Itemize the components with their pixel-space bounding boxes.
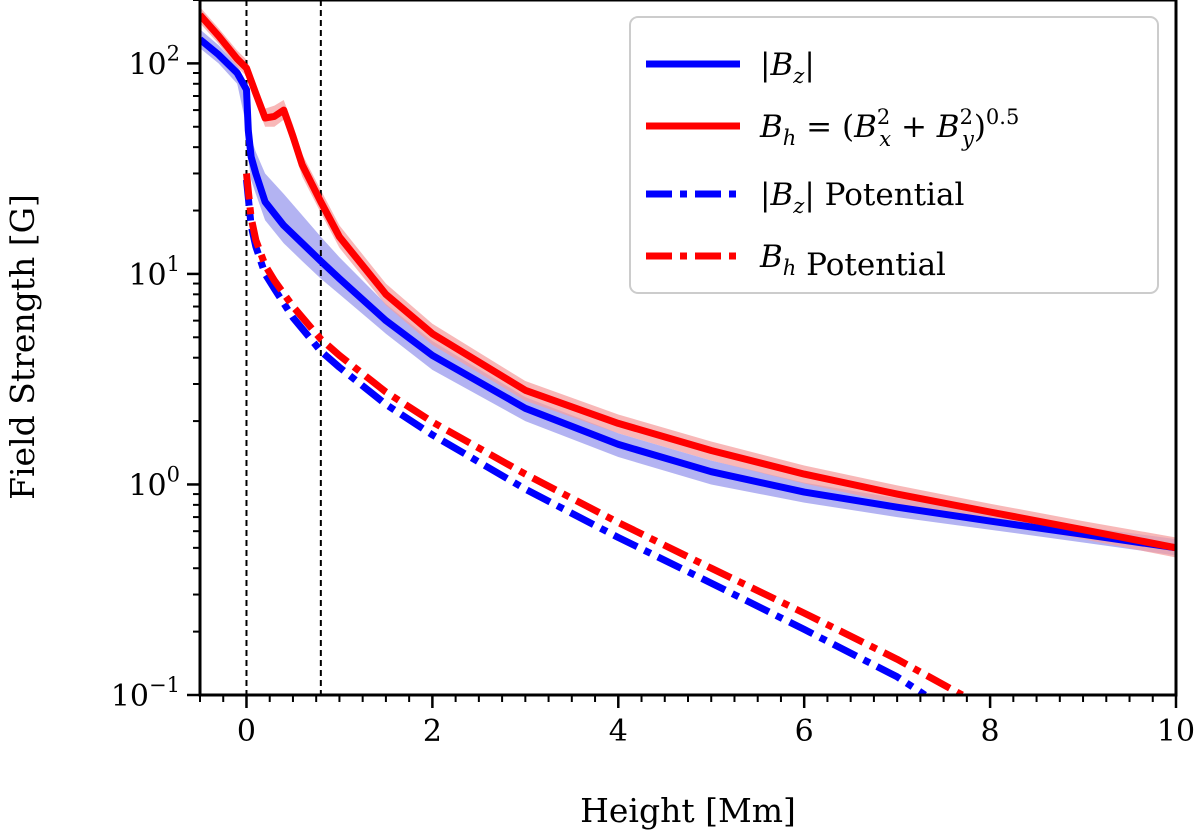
series-lines: [200, 12, 1176, 695]
line-series-1: [200, 36, 1176, 552]
legend-label-4: Bh Potential: [759, 239, 946, 283]
legend-box: [629, 16, 1159, 294]
x-tick-label: 0: [237, 714, 256, 749]
x-tick-label: 4: [609, 714, 628, 749]
line-series-2: [200, 12, 1176, 552]
x-axis-ticks: 0 2 4 6 8 10: [199, 695, 1195, 749]
x-axis-label: Height [Mm]: [580, 791, 796, 830]
x-tick-label: 8: [981, 714, 1000, 749]
legend: |Bz| Bh = (B2 x + B2 y)0.5 |Bz| Potential Bh …: [629, 16, 1159, 294]
uncertainty-bands: [200, 7, 1176, 558]
line-series-3: [243, 179, 927, 695]
band-series-2: [200, 7, 1176, 558]
y-axis-ticks: 102 101 100 10−1: [111, 0, 200, 714]
x-tick-label: 6: [795, 714, 814, 749]
x-tick-label: 10: [1157, 714, 1195, 749]
line-series-4: [243, 173, 964, 695]
y-tick-label: 10−1: [111, 673, 180, 714]
legend-label-2: Bh = (B2 x + B2 y)0.5: [759, 105, 1019, 151]
y-tick-label: 101: [128, 252, 180, 293]
legend-label-3: |Bz| Potential: [760, 177, 964, 218]
legend-label-1: |Bz|: [760, 47, 815, 88]
y-axis-label: Field Strength [G]: [3, 194, 42, 500]
y-tick-label: 100: [128, 462, 180, 503]
x-tick-label: 2: [423, 714, 442, 749]
y-tick-label: 102: [128, 41, 180, 82]
